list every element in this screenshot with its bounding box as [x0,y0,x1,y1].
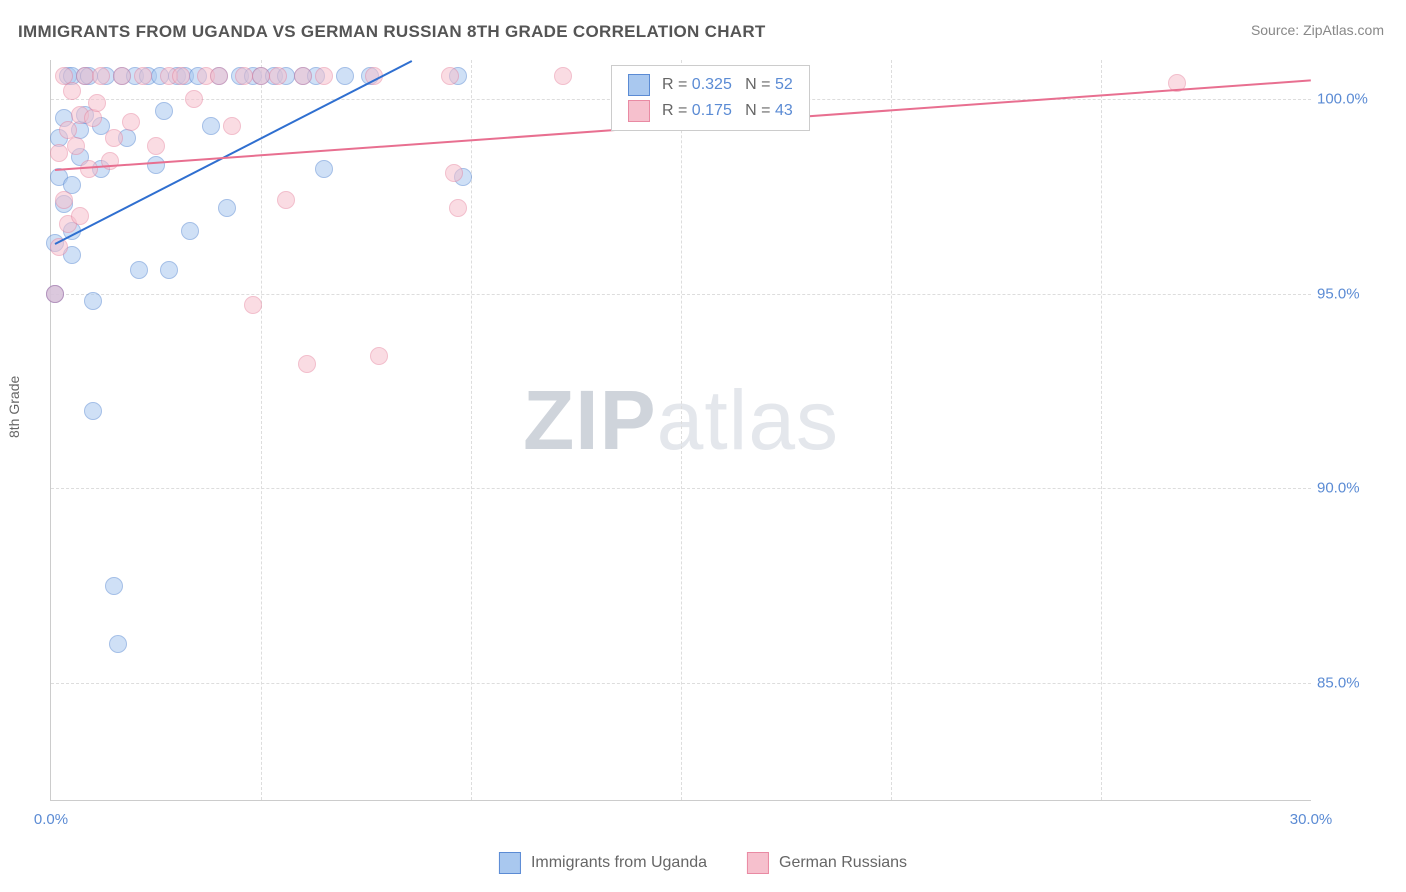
scatter-point [84,292,102,310]
correlation-text: R = 0.175 N = 43 [662,102,793,120]
scatter-point [441,67,459,85]
legend-item: Immigrants from Uganda [499,852,707,874]
x-tick-label: 30.0% [1290,811,1333,828]
scatter-point [218,199,236,217]
gridline-vertical [471,60,472,800]
source-attribution: Source: ZipAtlas.com [1251,22,1384,38]
scatter-point [277,191,295,209]
scatter-point [84,402,102,420]
scatter-point [210,67,228,85]
scatter-point [46,285,64,303]
scatter-point [55,191,73,209]
chart-title: IMMIGRANTS FROM UGANDA VS GERMAN RUSSIAN… [18,22,766,42]
scatter-point [113,67,131,85]
scatter-point [67,137,85,155]
y-tick-label: 85.0% [1317,675,1387,692]
scatter-point [235,67,253,85]
scatter-point [449,199,467,217]
scatter-point [202,117,220,135]
scatter-point [223,117,241,135]
gridline-vertical [681,60,682,800]
scatter-point [298,355,316,373]
gridline-vertical [1101,60,1102,800]
y-tick-label: 95.0% [1317,285,1387,302]
scatter-point [92,67,110,85]
correlation-legend-row: R = 0.325 N = 52 [628,72,793,98]
scatter-point [101,152,119,170]
legend-swatch [747,852,769,874]
legend-bottom: Immigrants from Uganda German Russians [499,852,907,874]
scatter-point [130,261,148,279]
legend-label: Immigrants from Uganda [531,854,707,872]
scatter-point [336,67,354,85]
scatter-point [105,129,123,147]
gridline-vertical [261,60,262,800]
correlation-legend-row: R = 0.175 N = 43 [628,98,793,124]
legend-swatch [499,852,521,874]
scatter-point [147,156,165,174]
y-tick-label: 90.0% [1317,480,1387,497]
scatter-point [63,82,81,100]
scatter-point [370,347,388,365]
legend-label: German Russians [779,854,907,872]
scatter-point [88,94,106,112]
scatter-point [181,222,199,240]
scatter-point [554,67,572,85]
legend-item: German Russians [747,852,907,874]
gridline-vertical [891,60,892,800]
y-tick-label: 100.0% [1317,90,1387,107]
plot-area: ZIPatlas 85.0%90.0%95.0%100.0%0.0%30.0%R… [50,60,1311,801]
legend-swatch [628,74,650,96]
scatter-point [445,164,463,182]
scatter-point [80,160,98,178]
scatter-point [172,67,190,85]
scatter-point [109,635,127,653]
scatter-point [50,144,68,162]
watermark-zip: ZIP [523,373,657,467]
scatter-point [155,102,173,120]
scatter-point [294,67,312,85]
scatter-point [76,67,94,85]
x-tick-label: 0.0% [34,811,68,828]
scatter-point [315,67,333,85]
scatter-point [185,90,203,108]
legend-swatch [628,100,650,122]
scatter-point [134,67,152,85]
scatter-point [244,296,262,314]
watermark-atlas: atlas [657,373,839,467]
scatter-point [269,67,287,85]
scatter-point [122,113,140,131]
scatter-point [147,137,165,155]
correlation-text: R = 0.325 N = 52 [662,76,793,94]
scatter-point [71,207,89,225]
scatter-point [252,67,270,85]
scatter-point [315,160,333,178]
scatter-point [160,261,178,279]
scatter-point [84,109,102,127]
y-axis-label: 8th Grade [6,376,22,438]
correlation-legend: R = 0.325 N = 52 R = 0.175 N = 43 [611,65,810,131]
scatter-point [105,577,123,595]
